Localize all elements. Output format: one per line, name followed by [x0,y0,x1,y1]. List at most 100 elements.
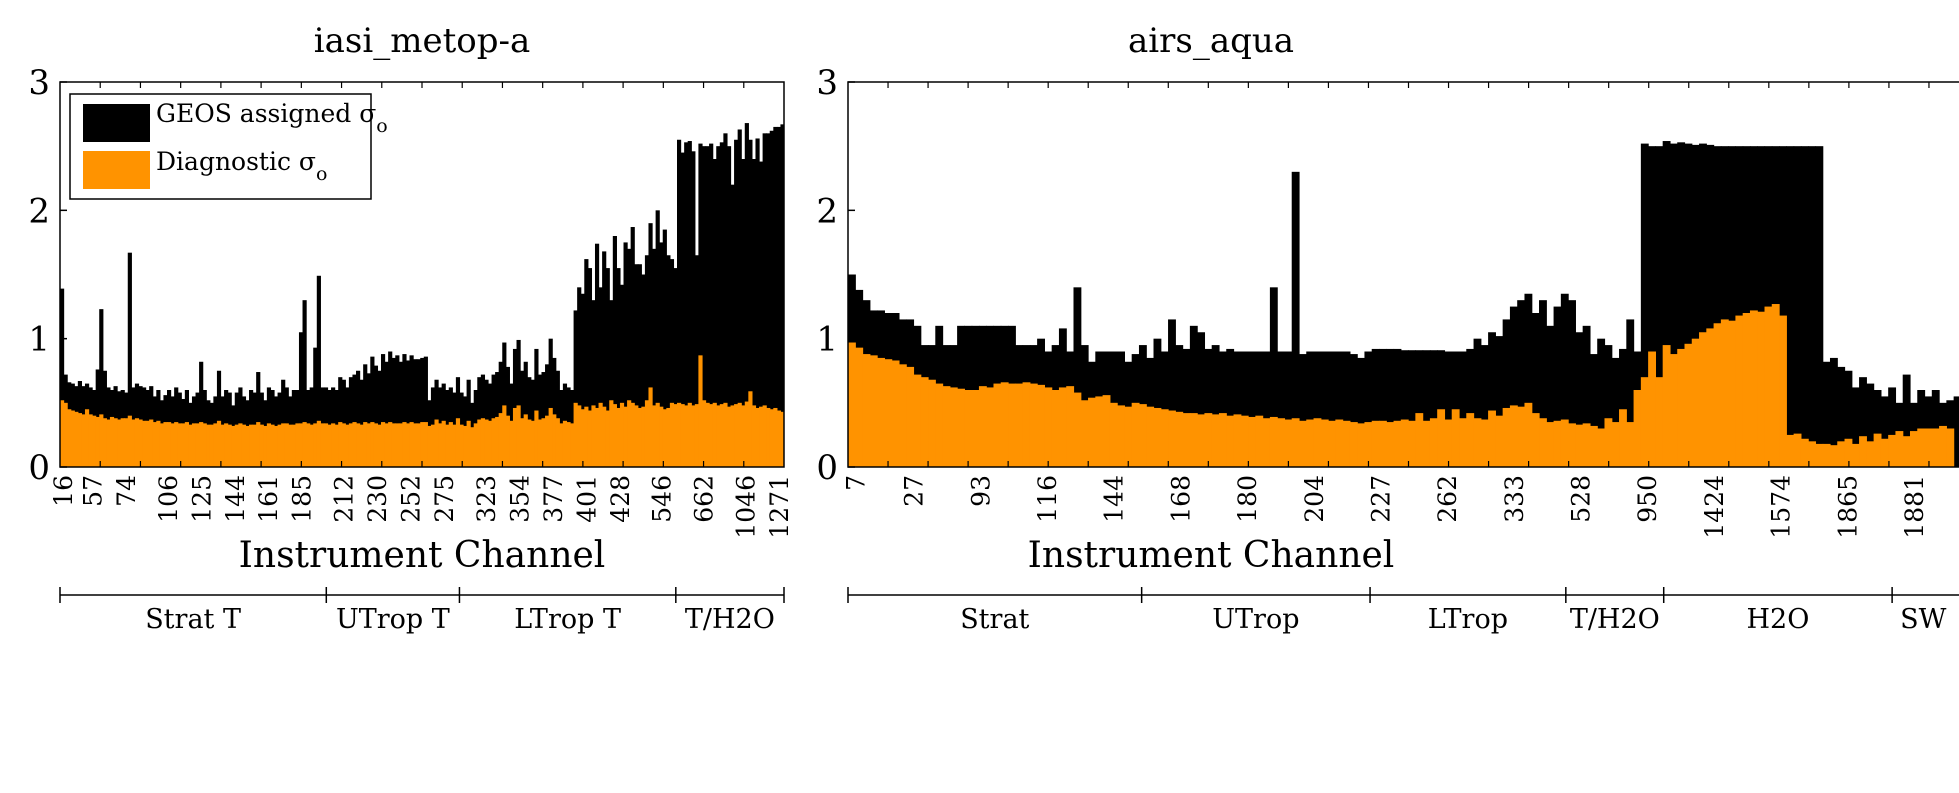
bar-diagnostic [701,400,707,467]
bar-diagnostic [1611,422,1620,467]
bar-diagnostic [1851,443,1860,467]
bar-geos [1502,319,1511,467]
bar-diagnostic [74,411,79,467]
bar-diagnostic [957,388,965,467]
bar-geos [534,348,539,467]
bar-geos [348,377,354,467]
bar-geos [1531,313,1540,467]
bar-diagnostic [1328,420,1336,467]
bar-geos [694,255,700,467]
bar-geos [1677,142,1686,467]
bars [848,141,1959,467]
bar-geos [359,379,364,467]
bar-diagnostic [737,402,742,467]
x-tick-label: 546 [648,475,677,523]
bar-diagnostic [327,424,332,467]
bar-diagnostic [430,424,436,467]
bar-geos [1793,146,1802,467]
bar-diagnostic [384,423,389,467]
bar-geos [384,361,389,467]
bar-diagnostic [1131,402,1140,467]
bar-diagnostic [1669,354,1678,467]
bar-geos [1197,332,1206,467]
bar-diagnostic [1844,438,1853,467]
bar-diagnostic [616,407,621,467]
y-tick-label: 3 [28,63,50,103]
bar-geos [1873,390,1882,467]
bar-geos [659,242,664,467]
bar-diagnostic [341,423,346,467]
bar-diagnostic [512,407,518,467]
bar-geos [413,359,418,467]
bar-geos [1524,293,1533,467]
bar-diagnostic [1939,425,1947,467]
bar-diagnostic [281,423,286,467]
band-label: UTrop [1212,604,1299,635]
bar-diagnostic [491,418,496,467]
bar-diagnostic [978,386,987,467]
bar-geos [1408,350,1416,467]
bar-geos [1888,387,1897,467]
bar-diagnostic [680,404,685,467]
bar-geos [662,229,667,467]
x-axis-label: Instrument Channel [239,535,606,576]
bar-geos [552,357,557,467]
bar-geos [1240,351,1249,467]
bar-geos [726,146,732,467]
bar-diagnostic [644,400,650,467]
bar-geos [1269,287,1278,467]
bar-diagnostic [259,424,264,467]
bar-diagnostic [377,424,382,467]
bar-diagnostic [609,400,614,467]
bar-diagnostic [598,402,603,467]
bar-diagnostic [1691,338,1700,467]
bar-geos [1386,348,1395,467]
bar-diagnostic [1808,441,1817,467]
x-tick-label: 144 [221,475,250,523]
bar-diagnostic [263,425,268,467]
bar-geos [1786,146,1795,467]
x-tick-label: 106 [154,475,183,523]
bar-diagnostic [1269,416,1278,467]
bar-geos [1378,348,1387,467]
bar-geos [1415,350,1424,467]
x-tick-label: 161 [254,475,283,523]
bar-diagnostic [1459,418,1467,467]
x-tick-label: 377 [539,475,568,523]
bar-geos [1306,351,1315,467]
bar-geos [341,379,346,467]
bar-diagnostic [637,407,642,467]
bar-geos [673,268,678,467]
x-tick-label: 1881 [1900,475,1929,539]
bar-geos [612,236,617,467]
bar-diagnostic [509,420,514,467]
bar-geos [1553,306,1562,467]
bar-geos [623,242,628,467]
bar-diagnostic [769,409,774,467]
bar-geos [780,124,784,467]
bar-geos [1320,351,1329,467]
bar-diagnostic [245,425,250,467]
bar-diagnostic [1029,383,1038,467]
bar-geos [587,268,593,467]
bar-diagnostic [1378,420,1387,467]
bar-diagnostic [730,405,735,467]
bar-diagnostic [1298,420,1307,467]
bar-geos [1880,396,1889,467]
bar-diagnostic [1451,409,1460,467]
x-tick-label: 354 [505,475,534,523]
bar-geos [1691,144,1700,467]
bar-geos [423,356,428,467]
bar-diagnostic [359,424,364,467]
legend-swatch-diagnostic [83,151,150,189]
bar-diagnostic [131,419,136,467]
bar-diagnostic [1044,387,1053,467]
bar-diagnostic [502,405,507,467]
bar-diagnostic [1197,414,1206,467]
bar-geos [388,351,393,467]
bar-diagnostic [477,419,482,467]
bar-diagnostic [320,423,325,467]
chart-title: iasi_metop-a [314,21,530,61]
bar-geos [352,374,357,467]
bar-diagnostic [206,424,211,467]
